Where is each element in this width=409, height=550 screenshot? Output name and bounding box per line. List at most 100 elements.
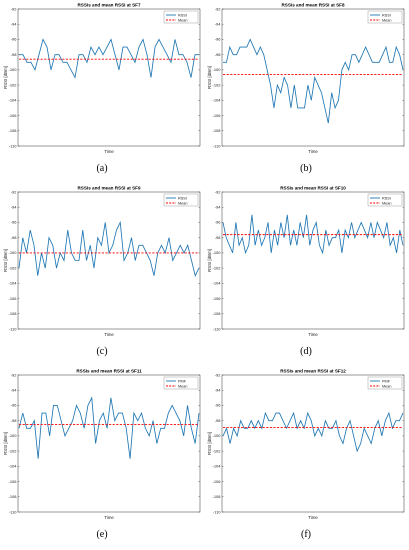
rssi-line: [223, 38, 404, 124]
y-tick-label: -102: [8, 82, 17, 87]
x-axis-label: Time: [104, 515, 114, 520]
chart-panel-sf7: RSSIs and mean RSSI at SF7 -92 -94 -96 -98 -1…: [2, 0, 202, 180]
x-axis-label: Time: [104, 332, 114, 337]
chart-panel-sf11: RSSIs and mean RSSI at SF11 -92 -94 -96 -98 -…: [2, 366, 202, 546]
y-tick-label: -96: [215, 37, 222, 42]
legend-label: PMF: [382, 379, 391, 383]
y-tick-label: -92: [215, 6, 222, 11]
caption-d: (d): [300, 346, 312, 357]
legend-label: Mean: [382, 201, 392, 205]
y-tick-label: -98: [11, 418, 18, 423]
chart-svg: RSSIs and mean RSSI at SF12 -92 -94 -96 -98 -…: [207, 369, 405, 520]
y-tick-label: -104: [212, 98, 221, 103]
chart-title: RSSIs and mean RSSI at SF10: [280, 186, 346, 191]
y-tick-label: -106: [212, 479, 221, 484]
chart-panel-sf12: RSSIs and mean RSSI at SF12 -92 -94 -96 -98 -…: [206, 366, 406, 546]
y-tick-label: -94: [11, 205, 18, 210]
y-tick-label: -108: [212, 128, 221, 133]
chart-svg: RSSIs and mean RSSI at SF10 -92 -94 -96 -98 -…: [207, 186, 405, 337]
y-tick-label: -108: [212, 494, 221, 499]
chart-panel-sf9: RSSIs and mean RSSI at SF9 -92 -94 -96 -98 -1…: [2, 183, 202, 363]
y-tick-label: -102: [212, 265, 221, 270]
y-tick-label: -110: [213, 326, 221, 331]
plot-frame: [221, 8, 405, 147]
rssi-line: [222, 411, 404, 453]
y-tick-label: -92: [215, 372, 222, 377]
chart-title: RSSIs and mean RSSI at SF11: [76, 369, 142, 374]
legend-label: RSSI: [178, 13, 187, 17]
legend-label: Mean: [178, 18, 188, 22]
caption-b: (b): [300, 163, 312, 174]
y-tick-label: -108: [8, 128, 17, 133]
y-tick-label: -106: [8, 113, 17, 118]
caption-c: (c): [96, 346, 108, 357]
chart-svg: RSSIs and mean RSSI at SF8 -92 -94 -96 -98 -1…: [207, 3, 405, 154]
legend-label: RSSI: [382, 13, 391, 17]
y-tick-label: -108: [8, 494, 17, 499]
y-axis-label: RSSI [dBm]: [207, 432, 212, 455]
y-tick-label: -94: [215, 205, 222, 210]
y-tick-label: -92: [11, 372, 18, 377]
plot-frame: [221, 374, 405, 513]
chart-svg: RSSIs and mean RSSI at SF9 -92 -94 -96 -98 -1…: [3, 186, 201, 337]
caption-a: (a): [96, 163, 108, 174]
plot-frame: [17, 191, 201, 330]
rssi-line: [18, 396, 200, 459]
y-tick-label: -110: [9, 509, 17, 514]
x-axis-label: Time: [104, 149, 114, 154]
x-axis-label: Time: [308, 149, 318, 154]
y-tick-label: -110: [9, 143, 17, 148]
y-axis-label: RSSI [dBm]: [3, 432, 8, 455]
y-tick-label: -104: [212, 281, 221, 286]
legend-label: RSSI: [178, 196, 187, 200]
chart-panel-sf10: RSSIs and mean RSSI at SF10 -92 -94 -96 -98 -…: [206, 183, 406, 363]
chart-title: RSSIs and mean RSSI at SF7: [77, 3, 141, 8]
y-tick-label: -102: [212, 448, 221, 453]
y-tick-label: -104: [212, 464, 221, 469]
y-tick-label: -100: [212, 433, 221, 438]
x-axis-label: Time: [308, 332, 318, 337]
rssi-line: [222, 214, 404, 255]
y-tick-label: -104: [8, 464, 17, 469]
y-tick-label: -96: [11, 220, 18, 225]
x-axis-label: Time: [308, 515, 318, 520]
y-tick-label: -98: [11, 52, 18, 57]
y-tick-label: -94: [215, 388, 222, 393]
y-tick-label: -96: [11, 37, 18, 42]
legend-label: Mean: [178, 384, 188, 388]
y-tick-label: -102: [8, 265, 17, 270]
y-tick-label: -106: [8, 296, 17, 301]
y-tick-label: -104: [8, 98, 17, 103]
chart-svg: RSSIs and mean RSSI at SF7 -92 -94 -96 -98 -1…: [3, 3, 201, 154]
legend-label: PMF: [178, 379, 187, 383]
chart-svg: RSSIs and mean RSSI at SF11 -92 -94 -96 -98 -…: [3, 369, 201, 520]
y-tick-label: -96: [215, 220, 222, 225]
y-tick-label: -98: [11, 235, 18, 240]
y-axis-label: RSSI [dBm]: [207, 249, 212, 272]
y-tick-label: -92: [11, 189, 18, 194]
y-tick-label: -94: [215, 22, 222, 27]
y-tick-label: -106: [212, 296, 221, 301]
y-tick-label: -110: [9, 326, 17, 331]
legend-label: RSSI: [382, 196, 391, 200]
y-tick-label: -98: [215, 235, 222, 240]
y-tick-label: -100: [8, 250, 17, 255]
legend-label: Mean: [178, 201, 188, 205]
chart-title: RSSIs and mean RSSI at SF12: [280, 369, 346, 374]
y-tick-label: -94: [11, 388, 18, 393]
y-tick-label: -96: [215, 403, 222, 408]
y-tick-label: -100: [8, 433, 17, 438]
y-tick-label: -92: [11, 6, 18, 11]
y-tick-label: -98: [215, 52, 222, 57]
y-tick-label: -100: [212, 250, 221, 255]
y-axis-label: RSSI [dBm]: [3, 66, 8, 89]
y-tick-label: -106: [8, 479, 17, 484]
chart-title: RSSIs and mean RSSI at SF8: [281, 3, 345, 8]
y-tick-label: -110: [213, 143, 221, 148]
y-tick-label: -94: [11, 22, 18, 27]
y-tick-label: -110: [213, 509, 221, 514]
rssi-line: [18, 220, 200, 277]
chart-title: RSSIs and mean RSSI at SF9: [77, 186, 141, 191]
plot-frame: [221, 191, 405, 330]
